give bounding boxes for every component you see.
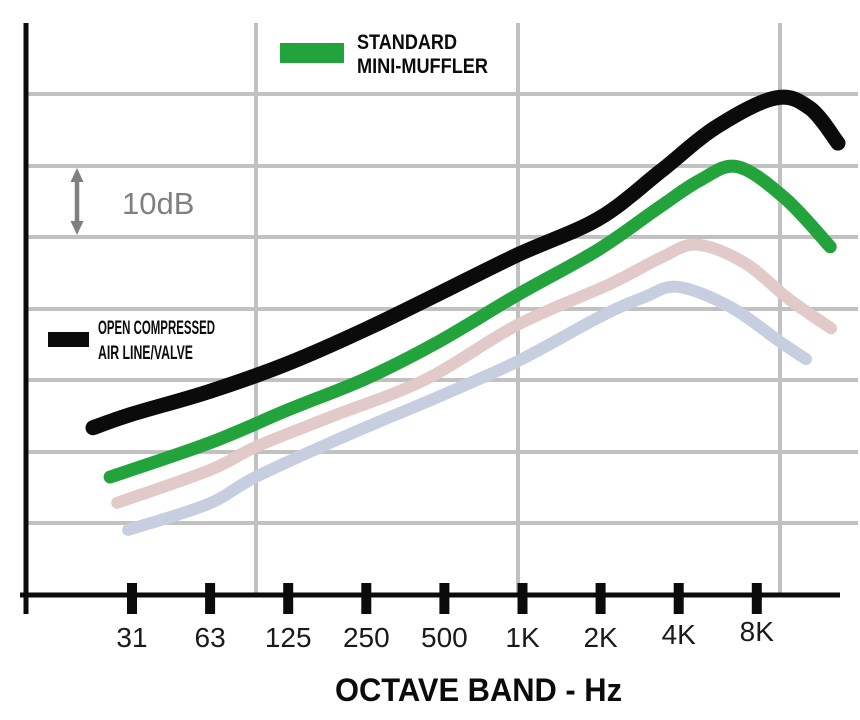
curves [85,89,846,536]
tick-mark-8K [751,583,762,614]
legend-swatch-mini-muffler [280,43,344,63]
tick-label-1K: 1K [505,622,540,653]
tick-label-63: 63 [195,622,226,653]
axes [20,23,840,614]
tick-label-500: 500 [421,622,468,653]
legend-standard-mini-muffler: STANDARD MINI-MUFFLER [280,31,488,78]
legend-open-air-line-valve: OPEN COMPRESSED AIR LINE/VALVE [48,318,215,364]
legend-mini-muffler-line1: STANDARD [357,31,457,54]
legend-mini-muffler-line2: MINI-MUFFLER [357,55,488,78]
legend-swatch-open-air-line [48,332,89,347]
tick-mark-4K [673,583,684,614]
curve-unlabeled-muffler-lower [122,280,812,536]
scale-bar-10db: 10dB [70,168,194,235]
tick-label-4K: 4K [662,619,697,650]
tick-mark-63 [205,583,216,614]
tick-label-125: 125 [265,622,312,653]
scale-bar-arrowhead-down-icon [70,221,84,235]
tick-label-8K: 8K [740,616,775,647]
tick-mark-500 [439,583,450,614]
curve-unlabeled-muffler-upper [111,238,837,509]
scale-bar-arrowhead-up-icon [70,168,84,182]
tick-mark-1K [517,583,528,614]
tick-mark-2K [595,583,606,614]
legend-open-air-line-line2: AIR LINE/VALVE [98,343,193,364]
tick-label-250: 250 [343,622,390,653]
x-axis-title: OCTAVE BAND - Hz [335,672,622,708]
tick-label-2K: 2K [583,622,618,653]
tick-mark-125 [283,583,294,614]
tick-mark-250 [361,583,372,614]
tick-mark-31 [127,583,137,614]
curve-standard-mini-muffler [103,159,837,484]
scale-bar-label: 10dB [122,186,194,221]
legend-open-air-line-line1: OPEN COMPRESSED [98,318,215,339]
x-axis-ticks: 31 63 125 250 500 1K 2K 4K 8K [116,583,774,653]
curve-open-compressed-air-line-valve [85,89,846,436]
tick-label-31: 31 [116,622,147,653]
